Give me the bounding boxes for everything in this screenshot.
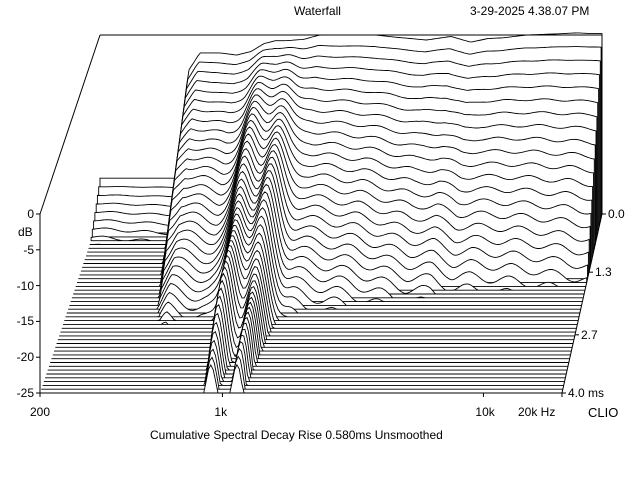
decay-slice [70,199,583,303]
decay-slice [50,295,569,364]
y-tick-label: -15 [16,314,34,329]
decay-slice [42,347,564,386]
decay-slice [48,304,568,367]
y-tick-label: -10 [16,278,34,293]
timestamp: 3-29-2025 4.38.07 PM [470,4,590,18]
decay-slice [71,191,584,299]
decay-slice [61,239,577,329]
decay-slice [73,183,585,295]
decay-slice [56,260,574,344]
decay-slice [69,206,582,306]
decay-slice [68,213,581,310]
z-tick-label: 4.0 ms [568,386,605,400]
x-tick-label: 1k [214,405,228,419]
x-tick-label: 10k [475,405,495,419]
decay-slice [63,235,578,325]
x-tick-label: 200 [30,405,51,419]
depth-edge-right [561,213,603,394]
decay-slice [52,279,571,356]
decay-slice [57,254,574,341]
chart-title: Waterfall [294,4,341,18]
y-tick-label: 0 [27,207,34,221]
decay-slice [66,219,580,314]
x-tick-label: 20k Hz [518,405,556,419]
decay-slice [41,355,563,390]
z-tick-label: 0.0 [608,207,625,221]
axes [36,34,606,397]
decay-slice [46,321,567,375]
footer-caption: Cumulative Spectral Decay Rise 0.580ms U… [150,428,443,442]
z-tick-label: 1.3 [595,265,612,280]
decay-slice [45,330,566,379]
decay-slices [40,32,603,394]
decay-slice [59,249,575,337]
y-tick-label: -5 [23,242,34,257]
depth-edge-left [39,34,101,215]
decay-slice [47,312,568,371]
decay-slice [55,266,573,348]
decay-slice [60,244,576,333]
decay-slice [43,339,565,383]
brand-label: CLIO [588,405,619,420]
decay-slice [54,272,572,352]
z-tick-label: 2.7 [581,327,598,342]
decay-slice [64,230,579,322]
decay-slice [51,287,570,360]
decay-slice [65,224,579,318]
y-axis-label: dB [18,225,33,239]
y-tick-label: -25 [16,386,34,400]
y-tick-label: -20 [16,350,34,365]
